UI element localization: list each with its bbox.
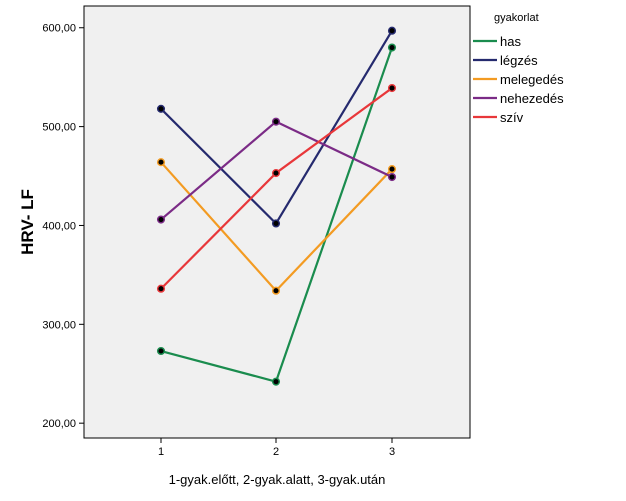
legend-label: légzés bbox=[500, 53, 538, 68]
data-point-4-2 bbox=[271, 117, 281, 126]
data-point-2-2 bbox=[271, 219, 281, 228]
legend: gyakorlat has légzés melegedés nehezedés szí… bbox=[473, 12, 564, 125]
legend-title: gyakorlat bbox=[494, 12, 539, 24]
data-point-5-3 bbox=[387, 84, 397, 93]
data-point-3-3 bbox=[387, 165, 397, 174]
data-point-3-1 bbox=[156, 158, 166, 167]
legend-label: has bbox=[500, 34, 521, 49]
data-point-1-2 bbox=[271, 377, 281, 386]
x-tick-label: 3 bbox=[389, 446, 395, 458]
data-point-5-2 bbox=[271, 169, 281, 178]
y-tick-label: 400,00 bbox=[42, 220, 76, 232]
data-point-4-1 bbox=[156, 215, 166, 224]
data-point-1-1 bbox=[156, 346, 166, 356]
x-tick-label: 2 bbox=[273, 446, 279, 458]
legend-label: szív bbox=[500, 110, 524, 125]
data-point-4-3 bbox=[387, 172, 397, 182]
data-point-2-3 bbox=[387, 26, 397, 35]
x-axis-title: 1-gyak.előtt, 2-gyak.alatt, 3-gyak.után bbox=[169, 472, 386, 487]
data-point-1-3 bbox=[387, 43, 397, 52]
data-point-2-1 bbox=[156, 104, 166, 113]
y-tick-label: 500,00 bbox=[42, 122, 76, 134]
data-point-5-1 bbox=[156, 284, 166, 293]
series-points bbox=[156, 26, 397, 386]
y-axis-title: HRV- LF bbox=[18, 189, 37, 255]
y-tick-label: 600,00 bbox=[42, 23, 76, 35]
data-point-3-2 bbox=[271, 286, 281, 295]
x-tick-label: 1 bbox=[158, 446, 164, 458]
y-axis: 200,00 300,00 400,00 500,00 600,00 bbox=[42, 23, 84, 430]
x-axis: 1 2 3 bbox=[158, 438, 395, 458]
legend-label: melegedés bbox=[500, 72, 564, 87]
y-tick-label: 300,00 bbox=[42, 319, 76, 331]
y-tick-label: 200,00 bbox=[42, 418, 76, 430]
legend-label: nehezedés bbox=[500, 91, 564, 106]
